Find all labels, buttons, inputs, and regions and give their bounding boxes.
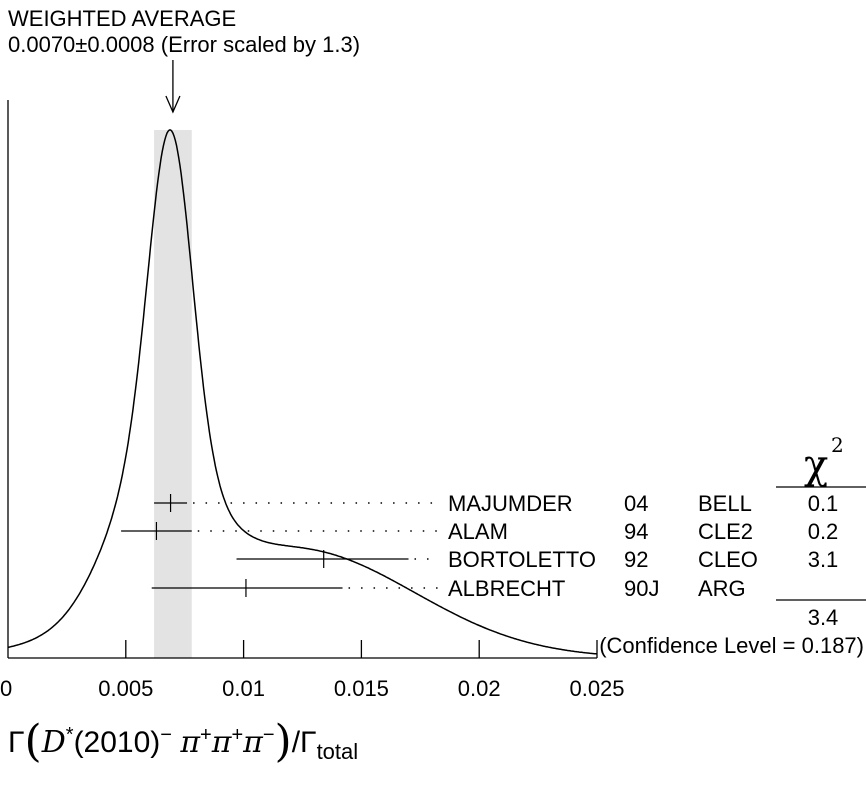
x-label-slash-gamma: /Γ (291, 726, 317, 759)
confidence-level: (Confidence Level = 0.187) (599, 633, 864, 658)
chi2-power: 2 (831, 433, 844, 457)
chart-title: WEIGHTED AVERAGE (8, 6, 237, 31)
x-tick-label-0: 0 (0, 676, 12, 701)
x-tick-label-2: 0.01 (222, 676, 265, 701)
ideogram-chart: 0 0.005 0.01 0.015 0.02 0.025 MAJUMDER 04 BELL 0.… (0, 60, 866, 701)
author-2: BORTOLETTO (448, 547, 596, 572)
weighted-average-value: 0.0070±0.0008 (Error scaled by 1.3) (8, 32, 361, 57)
author-1: ALAM (448, 519, 508, 544)
x-label-minus: − (262, 724, 275, 746)
year-2: 92 (624, 547, 648, 572)
x-label-pion-3: π (243, 725, 263, 760)
x-label-gamma: Γ (8, 726, 25, 759)
x-tick-label-3: 0.015 (334, 676, 389, 701)
x-label-plus-2: + (231, 724, 244, 746)
experiment-1: CLE2 (698, 519, 753, 544)
x-label-pion-1: π (180, 725, 201, 760)
year-1: 94 (624, 519, 648, 544)
author-3: ALBRECHT (448, 576, 565, 601)
chi2-1: 0.2 (808, 519, 839, 544)
experiment-3: ARG (698, 576, 746, 601)
x-tick-label-1: 0.005 (98, 676, 153, 701)
x-label-star: * (65, 724, 74, 746)
chi2-total: 3.4 (808, 605, 839, 630)
author-0: MAJUMDER (448, 491, 573, 516)
chi2-symbol: χ (804, 442, 828, 488)
x-label-total: total (316, 739, 359, 764)
x-tick-label-4: 0.02 (458, 676, 501, 701)
year-3: 90J (624, 576, 659, 601)
chi2-0: 0.1 (808, 491, 839, 516)
ideogram-curve (7, 129, 598, 655)
experiment-2: CLEO (698, 547, 758, 572)
x-label-plus-1: + (200, 724, 212, 746)
x-tick-label-5: 0.025 (569, 676, 624, 701)
error-band (154, 130, 192, 658)
average-arrow-head (165, 95, 181, 114)
x-axis-label: Γ(D*(2010)− π+π+π−)/Γtotal (8, 716, 359, 767)
chi2-2: 3.1 (808, 547, 839, 572)
year-0: 04 (624, 491, 648, 516)
x-label-charge: − (160, 724, 172, 746)
x-label-mass: (2010) (73, 726, 161, 759)
x-label-particle: D (41, 725, 66, 760)
experiment-0: BELL (698, 491, 752, 516)
x-label-pion-2: π (211, 725, 232, 760)
